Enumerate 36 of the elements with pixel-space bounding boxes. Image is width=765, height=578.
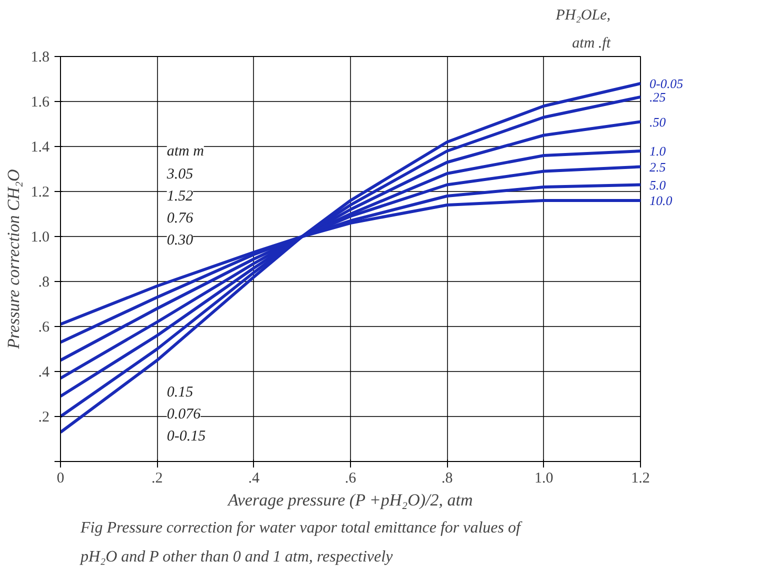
- series-label: .25: [650, 90, 666, 104]
- y-tick-label: .2: [38, 410, 50, 426]
- annotation: 0.15: [166, 384, 194, 400]
- y-axis-title: Pressure correction CH₂O: [4, 169, 23, 350]
- annotation: 3.05: [166, 166, 194, 182]
- y-tick-label: 1.8: [30, 50, 50, 66]
- x-tick-label: 1.0: [534, 470, 554, 486]
- text: PH₂OLe,: [554, 8, 611, 24]
- annotation: 1.52: [166, 188, 194, 204]
- x-tick-label: .8: [442, 470, 453, 486]
- x-tick-label: 1.2: [631, 470, 650, 486]
- annotation: 0.76: [166, 210, 194, 226]
- x-tick-label: .4: [248, 470, 260, 486]
- series-label: 1.0: [650, 144, 666, 158]
- y-tick-label: 1.4: [30, 140, 50, 156]
- series-label: 5.0: [650, 177, 666, 192]
- annotation: 0.076: [166, 406, 202, 422]
- x-tick-label: .2: [152, 470, 163, 486]
- y-tick-label: .6: [38, 320, 50, 336]
- y-tick-label: 1.6: [30, 94, 50, 110]
- text: Fig Pressure correction for water vapor total emittance for values of pH₂O and P other than 0 and 1 atm, respectively: [80, 520, 523, 566]
- y-tick-label: .4: [38, 364, 50, 380]
- text: atm .ft: [572, 36, 612, 52]
- y-tick-label: 1.2: [30, 184, 50, 200]
- x-tick-label: .6: [344, 470, 357, 486]
- series-label: 0-0.05: [650, 76, 684, 91]
- annotation: atm m: [166, 144, 204, 160]
- series-label: 10.0: [650, 193, 673, 208]
- y-tick-label: .8: [38, 274, 50, 290]
- series-label: 2.5: [650, 159, 666, 174]
- y-tick-label: 1.0: [30, 230, 50, 246]
- annotation: 0-0.15: [166, 428, 206, 444]
- x-axis-title: Average pressure (P +pH₂O)/2, atm: [226, 490, 473, 510]
- series-label: .50: [650, 114, 666, 130]
- annotation: 0.30: [166, 232, 194, 248]
- x-tick-label: 0: [56, 470, 64, 486]
